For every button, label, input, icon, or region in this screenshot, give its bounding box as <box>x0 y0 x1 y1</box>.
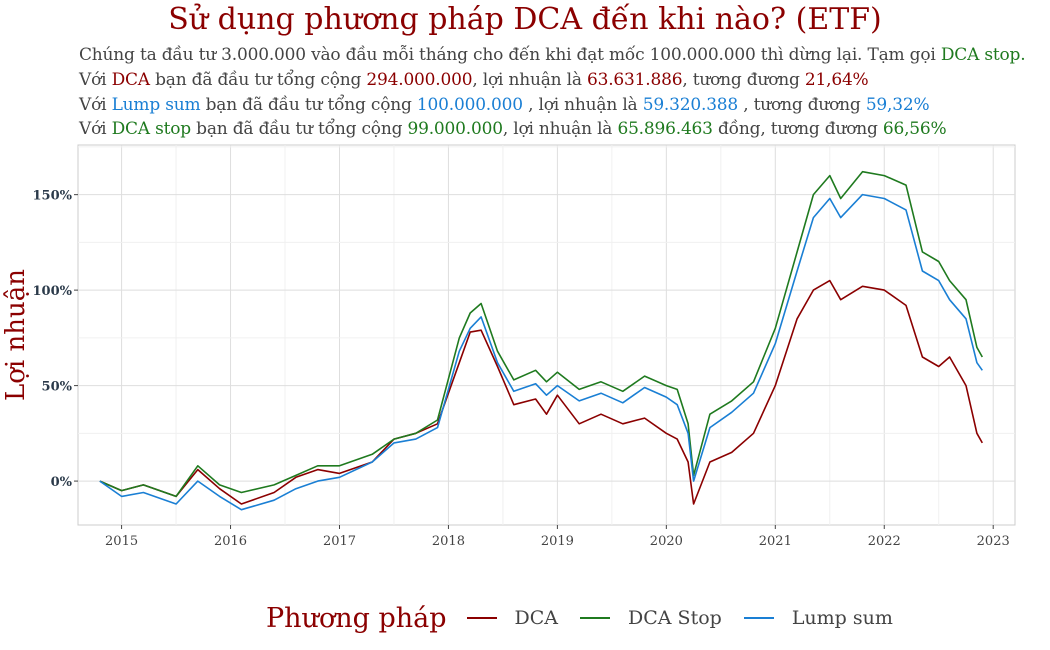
x-tick-label: 2020 <box>650 534 683 549</box>
y-axis-label: Lợi nhuận <box>1 269 31 401</box>
series-lines <box>99 170 983 511</box>
desc-percent-value: 21,64% <box>804 70 869 90</box>
desc-text: đồng, tương đương <box>712 119 883 139</box>
desc-text: , tương đương <box>738 95 866 115</box>
y-tick-label: 150% <box>33 189 73 204</box>
x-tick-label: 2021 <box>759 534 792 549</box>
y-tick-label: 100% <box>33 284 73 299</box>
x-tick-label: 2016 <box>214 534 247 549</box>
desc-method-name: DCA <box>111 70 151 90</box>
desc-text: bạn đã đầu tư tổng cộng <box>190 119 408 139</box>
grid-lines <box>78 145 1015 525</box>
desc-invested-value: 294.000.000 <box>366 70 473 90</box>
legend-item-dca: DCA <box>466 607 559 629</box>
x-tick-label: 2018 <box>432 534 465 549</box>
description-line-1: Chúng ta đầu tư 3.000.000 vào đầu mỗi th… <box>79 45 1026 65</box>
legend-label: DCA Stop <box>628 607 722 629</box>
desc-text: Với <box>79 95 112 115</box>
desc-invested-value: 100.000.000 <box>416 95 523 115</box>
legend-label: Lump sum <box>791 607 893 629</box>
description-line-2: Với DCA bạn đã đầu tư tổng cộng 294.000.… <box>79 70 869 90</box>
description-line-4: Với DCA stop bạn đã đầu tư tổng cộng 99.… <box>79 119 947 139</box>
description-line-3: Với Lump sum bạn đã đầu tư tổng cộng 100… <box>79 95 930 115</box>
desc-text: bạn đã đầu tư tổng cộng <box>149 70 367 90</box>
desc-profit-value: 59.320.388 <box>642 95 739 115</box>
desc-profit-value: 63.631.886 <box>586 70 683 90</box>
desc-method-name: Lump sum <box>111 95 201 115</box>
legend-label: DCA <box>514 607 559 629</box>
x-tick-label: 2023 <box>977 534 1010 549</box>
page-title: Sử dụng phương pháp DCA đến khi nào? (ET… <box>168 2 882 37</box>
y-tick-label: 0% <box>51 475 73 490</box>
x-tick-label: 2017 <box>323 534 356 549</box>
desc-text: , lợi nhuận là <box>522 95 643 115</box>
desc-text: Chúng ta đầu tư 3.000.000 vào đầu mỗi th… <box>79 45 941 65</box>
legend-item-lump-sum: Lump sum <box>743 607 893 629</box>
desc-text: Với <box>79 70 112 90</box>
desc-text: , lợi nhuận là <box>472 70 587 90</box>
desc-text: Với <box>79 119 112 139</box>
legend-swatch <box>743 617 774 619</box>
series-line-lump-sum <box>99 193 983 511</box>
legend-title: Phương pháp <box>266 602 447 634</box>
legend: Phương pháp DCA DCA Stop Lump sum <box>266 598 915 638</box>
desc-percent-value: 66,56% <box>882 119 947 139</box>
desc-text: , tương đương <box>682 70 805 90</box>
x-tick-label: 2022 <box>868 534 901 549</box>
y-tick-label: 50% <box>42 380 73 395</box>
x-tick-label: 2019 <box>541 534 574 549</box>
legend-swatch <box>580 617 611 619</box>
series-line-dca <box>99 279 983 505</box>
desc-method-name: DCA stop <box>111 119 192 139</box>
desc-percent-value: 59,32% <box>865 95 930 115</box>
desc-text: bạn đã đầu tư tổng cộng <box>200 95 417 115</box>
series-line-dca-stop <box>99 170 983 498</box>
x-tick-label: 2015 <box>105 534 138 549</box>
legend-swatch <box>466 617 497 619</box>
desc-highlight-dca-stop: DCA stop. <box>940 45 1026 65</box>
desc-invested-value: 99.000.000 <box>407 119 503 139</box>
desc-text: , lợi nhuận là <box>502 119 618 139</box>
desc-profit-value: 65.896.463 <box>617 119 713 139</box>
legend-item-dca-stop: DCA Stop <box>580 607 722 629</box>
axis-ticks: 2015 2016 2017 2018 2019 2020 2021 2022 2023 0% 50… <box>33 189 1010 549</box>
plot-panel <box>77 144 1016 526</box>
